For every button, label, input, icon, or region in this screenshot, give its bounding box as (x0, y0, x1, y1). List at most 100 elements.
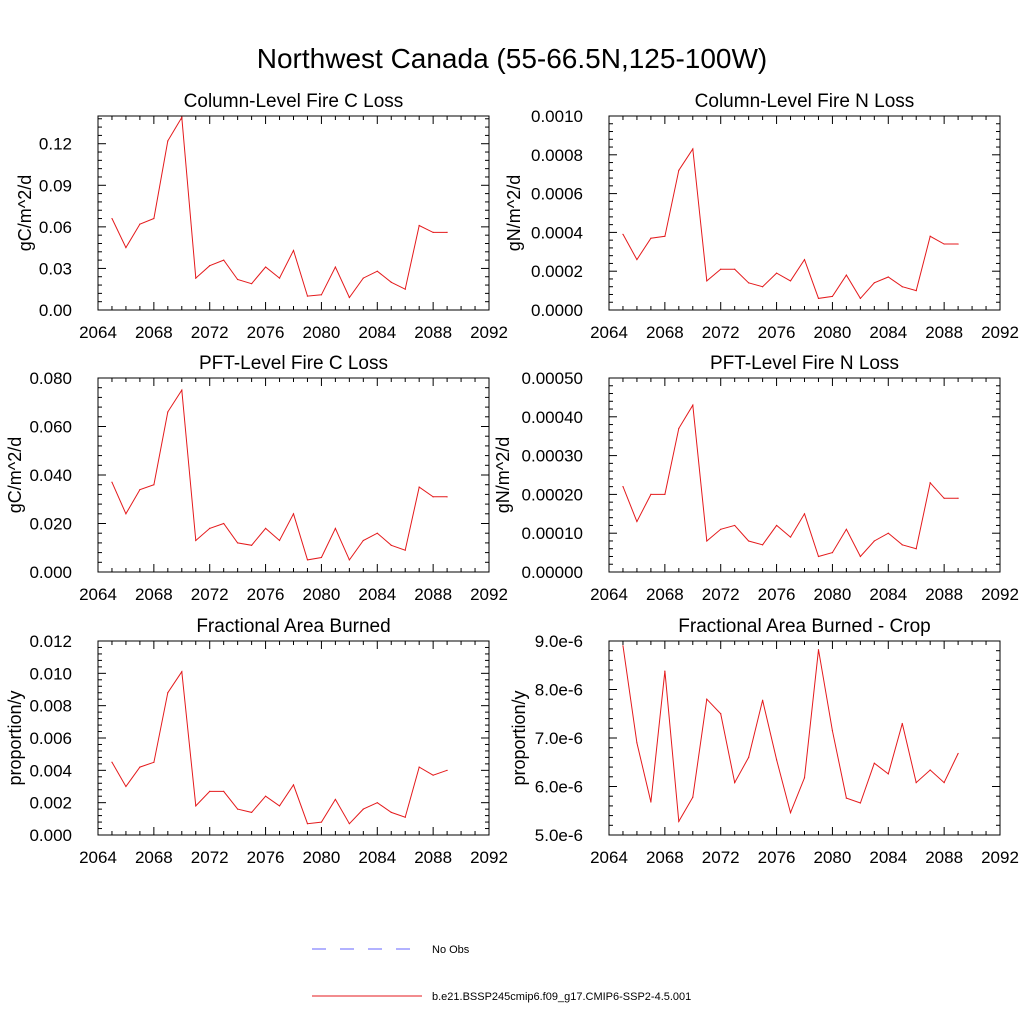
y-tick-label: 0.008 (29, 697, 72, 716)
data-point (390, 811, 392, 813)
data-point (859, 297, 861, 299)
data-point (901, 544, 903, 546)
data-point (209, 527, 211, 529)
data-point (446, 231, 448, 233)
data-point (446, 769, 448, 771)
y-tick-label: 0.00010 (522, 524, 583, 543)
data-point (223, 790, 225, 792)
data-point (803, 513, 806, 515)
x-tick-label: 2088 (414, 323, 452, 342)
y-tick-label: 0.03 (39, 259, 72, 278)
data-point (734, 782, 736, 784)
x-tick-label: 2072 (702, 323, 740, 342)
data-point (692, 148, 694, 150)
y-tick-label: 0.040 (29, 466, 72, 485)
x-tick-label: 2064 (79, 323, 117, 342)
data-point (636, 258, 638, 261)
data-point (237, 278, 239, 281)
data-point (292, 249, 295, 252)
data-point (664, 670, 666, 672)
panel-title: Column-Level Fire N Loss (695, 91, 915, 112)
x-tick-label: 2092 (981, 323, 1019, 342)
x-tick-label: 2068 (646, 848, 684, 867)
data-point (362, 808, 364, 810)
data-point (223, 259, 225, 261)
x-tick-label: 2080 (303, 585, 341, 604)
data-point (195, 805, 197, 807)
data-point (775, 759, 778, 761)
x-tick-label: 2076 (247, 323, 285, 342)
data-point (748, 540, 750, 542)
y-tick-label: 0.000 (29, 563, 72, 582)
y-tick-label: 0.006 (29, 729, 72, 748)
x-tick-label: 2076 (758, 323, 796, 342)
y-tick-label: 0.06 (39, 218, 72, 237)
data-point (334, 527, 336, 529)
legend-label-obs: No Obs (432, 944, 470, 956)
x-tick-label: 2092 (981, 585, 1019, 604)
legend: No Obs b.e21.BSSP245cmip6.f09_g17.CMIP6-… (312, 944, 691, 1003)
data-point (803, 777, 806, 779)
data-point (636, 742, 638, 744)
y-axis-label: gC/m^2/d (5, 437, 25, 513)
data-point (775, 524, 778, 527)
data-point (845, 797, 847, 799)
data-point (264, 795, 267, 797)
x-tick-label: 2092 (470, 585, 508, 604)
data-point (209, 790, 211, 792)
x-tick-label: 2064 (590, 585, 628, 604)
x-tick-label: 2088 (925, 585, 963, 604)
y-tick-label: 9.0e-6 (535, 632, 583, 651)
x-tick-label: 2088 (414, 585, 452, 604)
data-point (376, 270, 378, 272)
panel-title: PFT-Level Fire N Loss (710, 353, 899, 374)
data-point (195, 539, 197, 542)
x-tick-label: 2092 (470, 848, 508, 867)
data-point (390, 281, 392, 283)
data-point (334, 798, 336, 801)
data-point (622, 233, 624, 235)
data-point (111, 761, 113, 763)
data-point (943, 497, 945, 499)
data-point (706, 540, 708, 542)
data-point (125, 785, 127, 788)
data-point (762, 286, 764, 288)
y-tick-label: 0.00020 (522, 485, 583, 504)
data-point (650, 801, 652, 803)
chart-panel: Fractional Area Burned proportion/y 2064 20… (5, 616, 508, 867)
data-point (706, 280, 708, 282)
x-tick-label: 2080 (814, 585, 852, 604)
data-point (915, 548, 917, 550)
x-tick-label: 2076 (758, 585, 796, 604)
y-tick-label: 0.00040 (522, 408, 583, 427)
y-tick-label: 0.0000 (531, 301, 583, 320)
x-tick-label: 2080 (814, 323, 852, 342)
x-tick-label: 2064 (590, 848, 628, 867)
data-point (706, 698, 708, 700)
data-point (139, 223, 141, 225)
data-point (789, 536, 792, 538)
data-point (404, 549, 406, 551)
data-point (901, 286, 903, 288)
data-point (817, 297, 820, 299)
data-point (418, 486, 420, 488)
data-point (678, 427, 680, 430)
data-point (362, 277, 364, 279)
data-point (181, 389, 183, 391)
data-point (306, 559, 309, 561)
data-point (418, 224, 420, 227)
legend-label-model: b.e21.BSSP245cmip6.f09_g17.CMIP6-SSP2-4.… (432, 991, 691, 1003)
x-tick-label: 2084 (869, 323, 907, 342)
data-point (348, 823, 350, 825)
data-point (195, 277, 197, 279)
data-point (446, 496, 448, 498)
data-point (320, 556, 323, 559)
data-point (775, 272, 778, 274)
y-tick-label: 6.0e-6 (535, 778, 583, 797)
panel-title: Column-Level Fire C Loss (184, 91, 404, 112)
data-point (237, 542, 239, 544)
y-tick-label: 7.0e-6 (535, 729, 583, 748)
data-point (720, 528, 722, 530)
y-tick-label: 8.0e-6 (535, 681, 583, 700)
